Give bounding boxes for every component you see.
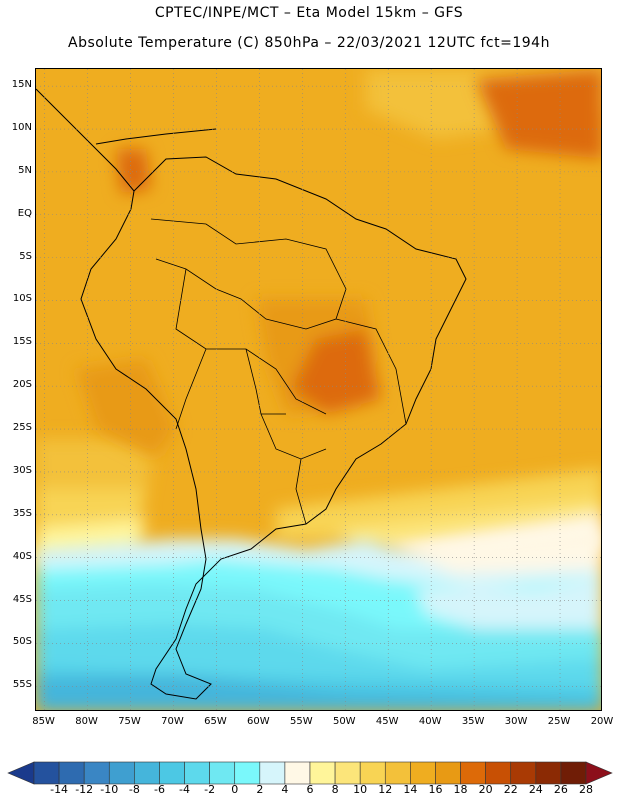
colorbar-label: 6 — [306, 783, 314, 796]
colorbar-label: -6 — [153, 783, 165, 796]
lat-label: 15N — [11, 79, 32, 91]
colorbar-label: 26 — [553, 783, 568, 796]
lat-label: 10S — [12, 293, 32, 305]
lon-label: 80W — [75, 716, 98, 727]
lat-label: 45S — [12, 593, 32, 605]
colorbar-box — [134, 761, 160, 785]
map-title-line1: CPTEC/INPE/MCT – Eta Model 15km – GFS — [154, 5, 464, 21]
colorbar-box — [485, 761, 512, 785]
colorbar-box — [560, 761, 587, 785]
lon-label: 30W — [504, 716, 528, 727]
colorbar — [7, 761, 613, 785]
cold-bands — [36, 529, 601, 710]
colorbar-box — [33, 761, 60, 785]
lat-label: 55S — [12, 679, 32, 691]
colorbar-box — [510, 761, 537, 785]
colorbar-box — [284, 761, 311, 785]
colorbar-label: 2 — [256, 783, 264, 796]
lat-label: 40S — [12, 550, 32, 562]
colorbar-box — [410, 761, 436, 785]
lat-label: 50S — [12, 636, 32, 648]
colorbar-box — [435, 761, 461, 785]
map-title-line2: Absolute Temperature (C) 850hPa – 22/03/… — [68, 35, 550, 51]
colorbar-right-arrow — [585, 761, 613, 785]
colorbar-box — [309, 761, 336, 785]
colorbar-box — [159, 761, 185, 785]
colorbar-label: 28 — [579, 783, 593, 796]
caribbean-coast — [95, 128, 217, 145]
lon-label: 60W — [247, 716, 270, 727]
colorbar-label: 14 — [403, 783, 418, 796]
colorbar-box — [83, 761, 110, 785]
south-america-outline — [80, 156, 467, 700]
colorbar-label: 10 — [353, 783, 368, 796]
colorbar-label: 24 — [528, 783, 543, 796]
colorbar-label: 12 — [378, 783, 393, 796]
colorbar-label: 4 — [281, 783, 289, 796]
lon-label: 35W — [461, 716, 485, 727]
lon-label: 25W — [547, 716, 571, 727]
lat-label: 15S — [12, 336, 32, 348]
central-america-outline — [36, 88, 135, 192]
colorbar-box — [384, 761, 411, 785]
colorbar-label: 8 — [331, 783, 339, 796]
country-borders — [150, 218, 407, 525]
temperature-field — [36, 69, 601, 710]
lat-label: 10N — [11, 122, 32, 133]
lat-label: 5N — [18, 164, 32, 176]
colorbar-label: -12 — [75, 783, 94, 796]
lat-label: 20S — [12, 379, 32, 391]
lon-label: 55W — [290, 716, 313, 727]
colorbar-box — [58, 761, 85, 785]
colorbar-label: -4 — [179, 783, 191, 796]
colorbar-label: 16 — [428, 783, 443, 796]
lat-label: 35S — [12, 507, 32, 519]
colorbar-box — [535, 761, 562, 785]
colorbar-box — [108, 761, 135, 785]
grid-lines — [36, 69, 601, 710]
lon-label: 50W — [332, 716, 356, 727]
lon-label: 20W — [590, 716, 614, 727]
hot-spots — [76, 69, 601, 459]
colorbar-box — [184, 761, 210, 785]
colorbar-label: -10 — [100, 783, 119, 796]
colorbar-label: -14 — [50, 783, 69, 796]
colorbar-left-arrow — [7, 761, 35, 785]
lat-label: 25S — [12, 422, 32, 434]
lat-label: 30S — [12, 464, 32, 476]
colorbar-box — [334, 761, 361, 785]
lon-label: 40W — [418, 716, 442, 727]
colorbar-label: 0 — [231, 783, 239, 796]
coastline — [36, 88, 467, 700]
lon-label: 75W — [118, 716, 141, 727]
colorbar-box — [234, 761, 261, 785]
lon-label: 70W — [161, 716, 184, 727]
lat-label: 5S — [19, 250, 32, 262]
lon-label: 45W — [375, 716, 399, 727]
colorbar-box — [460, 761, 486, 785]
lat-label: EQ — [17, 207, 32, 219]
colorbar-box — [259, 761, 286, 785]
lon-label: 65W — [204, 716, 227, 727]
colorbar-box — [359, 761, 386, 785]
colorbar-label: 22 — [503, 783, 518, 796]
colorbar-label: -8 — [128, 783, 140, 796]
lon-label: 85W — [32, 716, 55, 727]
colorbar-label: -2 — [204, 783, 216, 796]
colorbar-box — [209, 761, 236, 785]
colorbar-label: 20 — [478, 783, 493, 796]
colorbar-label: 18 — [453, 783, 468, 796]
temperature-map — [35, 68, 602, 711]
